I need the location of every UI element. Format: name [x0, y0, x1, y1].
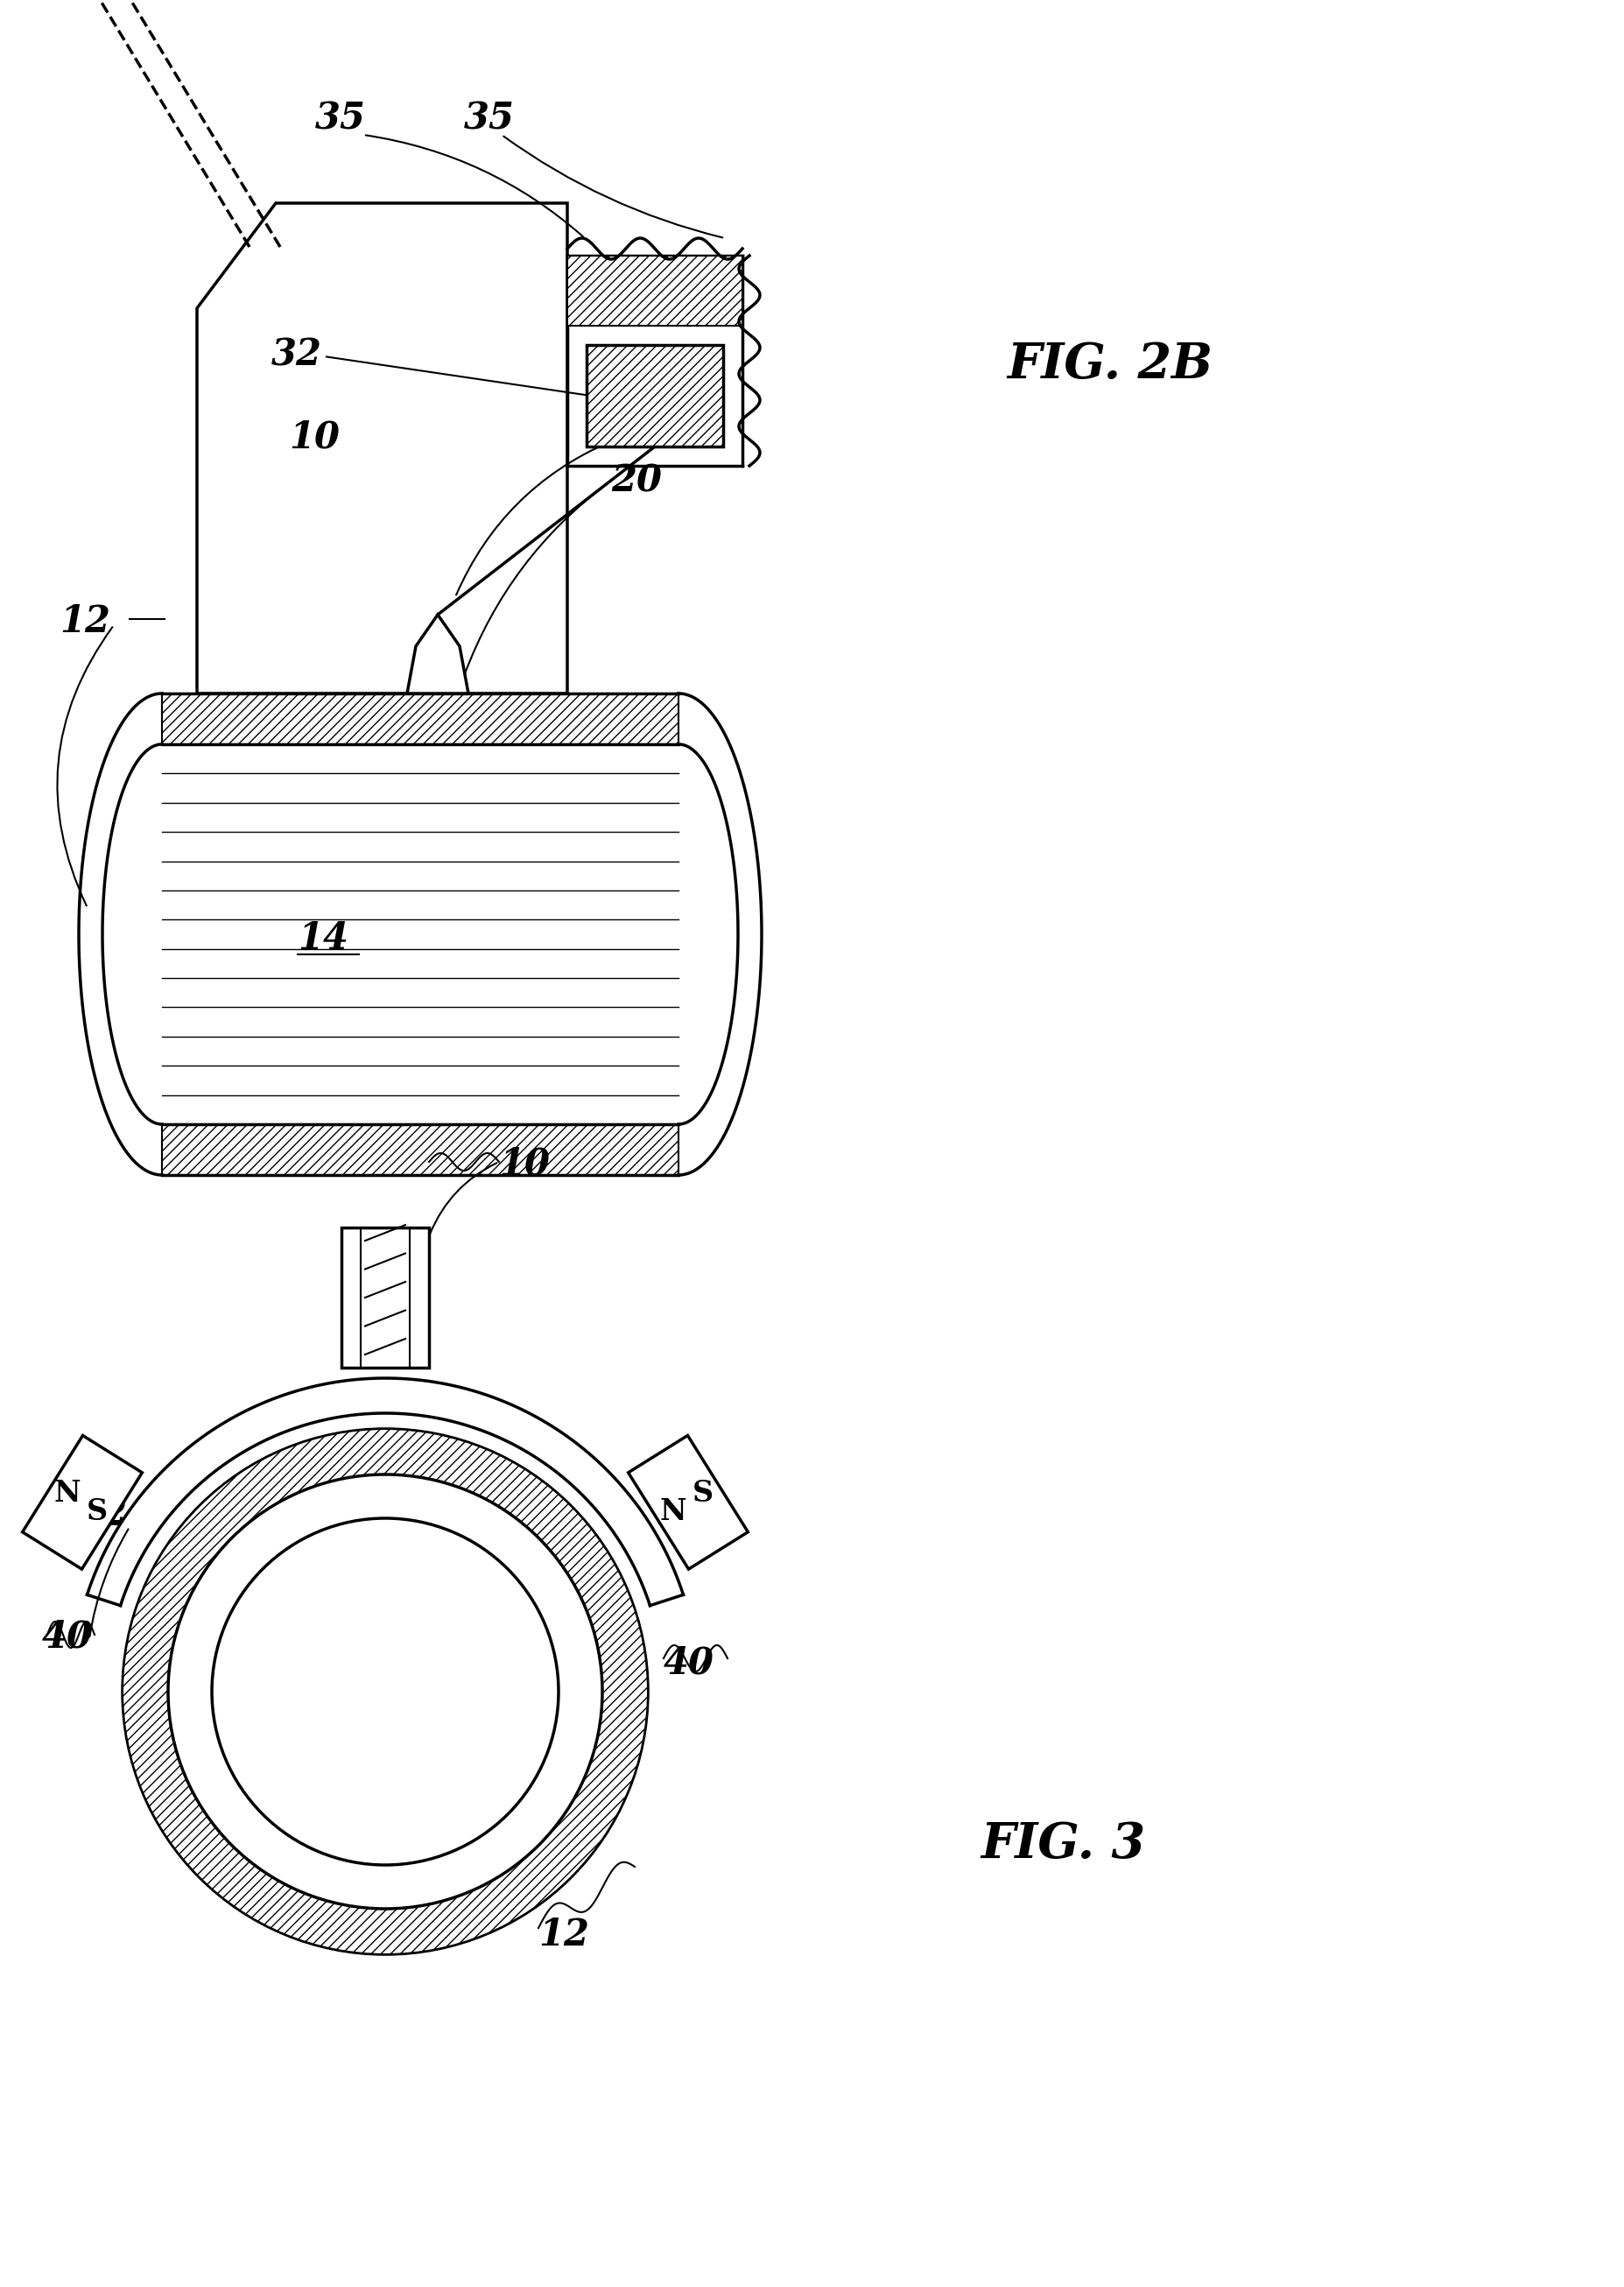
Text: 12: 12: [538, 1917, 590, 1953]
Bar: [567, 256, 742, 325]
Circle shape: [167, 1475, 603, 1910]
Text: 40: 40: [663, 1644, 715, 1681]
Bar: [586, 345, 723, 446]
Bar: [341, 1228, 429, 1368]
Circle shape: [211, 1519, 559, 1864]
Text: N: N: [659, 1498, 687, 1525]
Text: N: N: [54, 1480, 81, 1507]
Bar: [162, 1125, 679, 1176]
Bar: [162, 693, 679, 743]
Polygon shape: [408, 615, 468, 693]
Circle shape: [122, 1429, 648, 1955]
Text: 12: 12: [60, 604, 110, 640]
Text: 40: 40: [42, 1619, 93, 1656]
Text: FIG. 2B: FIG. 2B: [1007, 341, 1212, 389]
Text: S: S: [86, 1498, 107, 1525]
Text: 14: 14: [330, 1690, 380, 1727]
Text: 10: 10: [499, 1146, 549, 1182]
Text: 10: 10: [289, 419, 339, 455]
Text: 42: 42: [76, 1496, 128, 1532]
Polygon shape: [628, 1436, 747, 1569]
Text: 34: 34: [611, 407, 661, 444]
Text: 35: 35: [464, 101, 515, 137]
Text: 14: 14: [297, 919, 348, 956]
Text: S: S: [692, 1480, 713, 1507]
Text: FIG. 3: FIG. 3: [979, 1820, 1145, 1868]
Polygon shape: [23, 1436, 141, 1569]
Polygon shape: [197, 204, 567, 693]
Text: 35: 35: [315, 101, 365, 137]
Text: 32: 32: [271, 336, 322, 373]
Text: 20: 20: [611, 464, 661, 501]
